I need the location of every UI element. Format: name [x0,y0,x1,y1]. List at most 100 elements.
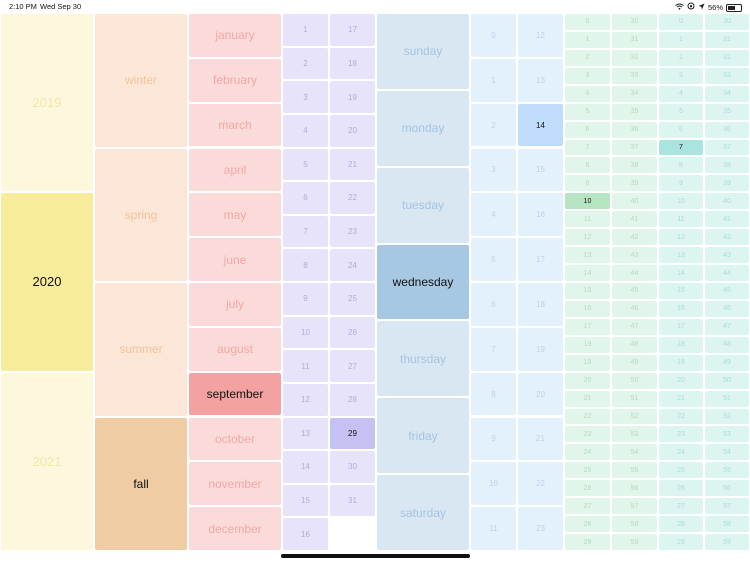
second-39[interactable]: 39 [705,175,749,192]
second-40[interactable]: 40 [705,193,749,210]
minute-55[interactable]: 55 [612,462,657,479]
second-0[interactable]: 0 [659,14,703,30]
minute-30[interactable]: 30 [612,14,657,30]
day-11[interactable]: 11 [283,350,328,382]
month-november[interactable]: november [189,462,281,506]
minute-36[interactable]: 36 [612,121,657,138]
day-10[interactable]: 10 [283,316,328,349]
day-6[interactable]: 6 [283,182,328,214]
day-28[interactable]: 28 [330,383,375,416]
second-1[interactable]: 1 [659,31,703,48]
second-48[interactable]: 48 [705,336,749,353]
minute-9[interactable]: 9 [565,175,610,192]
hour-9[interactable]: 9 [471,417,516,461]
second-32[interactable]: 32 [705,49,749,66]
minute-1[interactable]: 1 [565,31,610,48]
hour-15[interactable]: 15 [518,148,563,192]
hour-2[interactable]: 2 [471,103,516,147]
second-21[interactable]: 21 [659,390,703,407]
weekday-sunday[interactable]: sunday [377,14,469,89]
day-1[interactable]: 1 [283,14,328,46]
hour-7[interactable]: 7 [471,327,516,371]
minute-40[interactable]: 40 [612,193,657,210]
day-20[interactable]: 20 [330,114,375,147]
day-22[interactable]: 22 [330,182,375,214]
minute-3[interactable]: 3 [565,67,610,84]
second-6[interactable]: 6 [659,121,703,138]
second-31[interactable]: 31 [705,31,749,48]
day-24[interactable]: 24 [330,249,375,281]
weekday-tuesday[interactable]: tuesday [377,167,469,243]
hour-19[interactable]: 19 [518,327,563,371]
minute-46[interactable]: 46 [612,300,657,317]
minute-25[interactable]: 25 [565,462,610,479]
minute-56[interactable]: 56 [612,480,657,497]
second-15[interactable]: 15 [659,283,703,299]
day-23[interactable]: 23 [330,215,375,248]
minute-8[interactable]: 8 [565,157,610,174]
second-12[interactable]: 12 [659,229,703,246]
minute-0[interactable]: 0 [565,14,610,30]
minute-29[interactable]: 29 [565,534,610,550]
season-spring[interactable]: spring [95,148,187,281]
year-2019[interactable]: 2019 [1,14,93,192]
month-july[interactable]: july [189,283,281,326]
weekday-wednesday[interactable]: wednesday [377,244,469,320]
second-54[interactable]: 54 [705,444,749,461]
second-22[interactable]: 22 [659,408,703,425]
month-january[interactable]: january [189,14,281,57]
hour-13[interactable]: 13 [518,58,563,102]
second-41[interactable]: 41 [705,211,749,228]
month-march[interactable]: march [189,103,281,147]
hour-3[interactable]: 3 [471,148,516,192]
month-september[interactable]: september [189,372,281,416]
minute-50[interactable]: 50 [612,372,657,389]
second-14[interactable]: 14 [659,265,703,281]
second-50[interactable]: 50 [705,372,749,389]
second-49[interactable]: 49 [705,354,749,371]
day-29[interactable]: 29 [330,417,375,450]
minute-33[interactable]: 33 [612,67,657,84]
day-2[interactable]: 2 [283,47,328,80]
minute-23[interactable]: 23 [565,426,610,443]
minute-44[interactable]: 44 [612,265,657,281]
minute-54[interactable]: 54 [612,444,657,461]
second-17[interactable]: 17 [659,318,703,335]
minute-27[interactable]: 27 [565,498,610,515]
second-53[interactable]: 53 [705,426,749,443]
minute-59[interactable]: 59 [612,534,657,550]
second-45[interactable]: 45 [705,283,749,299]
second-11[interactable]: 11 [659,211,703,228]
hour-6[interactable]: 6 [471,283,516,326]
minute-38[interactable]: 38 [612,157,657,174]
second-23[interactable]: 23 [659,426,703,443]
minute-26[interactable]: 26 [565,480,610,497]
minute-12[interactable]: 12 [565,229,610,246]
hour-23[interactable]: 23 [518,507,563,550]
second-2[interactable]: 2 [659,49,703,66]
second-34[interactable]: 34 [705,85,749,102]
second-44[interactable]: 44 [705,265,749,281]
day-3[interactable]: 3 [283,81,328,113]
second-5[interactable]: 5 [659,103,703,120]
second-10[interactable]: 10 [659,193,703,210]
second-37[interactable]: 37 [705,139,749,156]
year-2020[interactable]: 2020 [1,193,93,371]
hour-17[interactable]: 17 [518,238,563,281]
second-29[interactable]: 29 [659,534,703,550]
minute-21[interactable]: 21 [565,390,610,407]
day-25[interactable]: 25 [330,283,375,315]
hour-18[interactable]: 18 [518,283,563,326]
second-59[interactable]: 59 [705,534,749,550]
second-25[interactable]: 25 [659,462,703,479]
second-8[interactable]: 8 [659,157,703,174]
minute-57[interactable]: 57 [612,498,657,515]
minute-58[interactable]: 58 [612,516,657,533]
minute-4[interactable]: 4 [565,85,610,102]
minute-34[interactable]: 34 [612,85,657,102]
month-february[interactable]: february [189,58,281,102]
hour-21[interactable]: 21 [518,417,563,461]
second-56[interactable]: 56 [705,480,749,497]
second-46[interactable]: 46 [705,300,749,317]
month-december[interactable]: december [189,507,281,550]
